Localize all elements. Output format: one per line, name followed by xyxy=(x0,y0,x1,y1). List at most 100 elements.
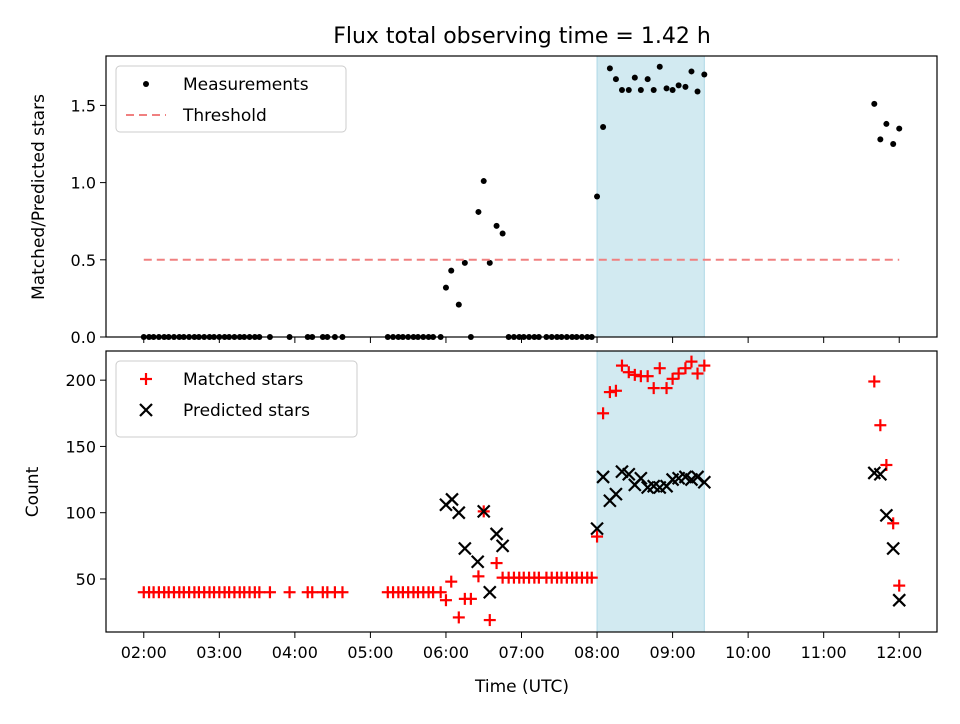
x-tick-label: 02:00 xyxy=(121,643,167,662)
data-point-b xyxy=(678,470,693,484)
data-point xyxy=(483,614,496,627)
series-predicted-stars xyxy=(439,464,907,607)
x-tick-label: 08:00 xyxy=(574,643,620,662)
x-tick-label: 09:00 xyxy=(650,643,696,662)
panel-ratio: 0.0 0.5 1.0 1.5 Measurements Threshold xyxy=(71,55,938,347)
data-point-b xyxy=(590,521,604,536)
data-point-b xyxy=(609,487,623,501)
data-point xyxy=(472,570,485,583)
data-point xyxy=(892,593,907,607)
data-point xyxy=(660,382,673,395)
observing-window-band xyxy=(596,55,705,338)
data-point xyxy=(594,193,601,200)
data-point xyxy=(637,86,644,93)
data-point xyxy=(596,470,610,484)
data-point-b xyxy=(697,475,712,489)
y-tick-label: 200 xyxy=(65,371,96,390)
data-point xyxy=(445,575,458,588)
data-point xyxy=(489,527,504,541)
data-point xyxy=(871,100,878,107)
data-point xyxy=(663,85,670,92)
data-point-b xyxy=(445,492,459,507)
data-point xyxy=(470,554,485,569)
data-point-b xyxy=(458,541,472,556)
series-matched-stars xyxy=(137,355,906,627)
data-point xyxy=(622,366,635,379)
x-tick-label: 11:00 xyxy=(801,643,847,662)
data-point xyxy=(461,259,468,266)
y-tick-label: 50 xyxy=(76,570,96,589)
data-point xyxy=(641,370,654,383)
data-point xyxy=(697,475,712,489)
data-point xyxy=(476,504,491,519)
data-point xyxy=(675,82,682,89)
data-point xyxy=(434,586,447,599)
data-point xyxy=(336,586,349,599)
data-point xyxy=(666,372,679,385)
data-point xyxy=(442,284,449,291)
x-tick-label: 10:00 xyxy=(725,643,771,662)
x-axis-label: Time (UTC) xyxy=(474,677,569,697)
data-point-b xyxy=(621,467,636,482)
data-point-b xyxy=(470,554,485,569)
data-point xyxy=(887,517,900,530)
data-point xyxy=(669,86,676,93)
data-point-b xyxy=(892,593,907,607)
y-tick-label: 0.5 xyxy=(71,251,96,270)
data-point xyxy=(283,586,296,599)
data-point-b xyxy=(879,508,894,523)
data-point xyxy=(877,136,884,143)
data-point-b xyxy=(482,585,497,600)
legend-label: Predicted stars xyxy=(183,401,310,421)
legend-label: Matched stars xyxy=(183,370,303,390)
data-point xyxy=(475,208,482,215)
y-tick-label: 1.0 xyxy=(71,174,96,193)
data-point xyxy=(615,359,628,372)
data-point xyxy=(701,71,708,78)
legend-label: Measurements xyxy=(183,75,309,95)
top-y-axis-label: Matched/Predicted stars xyxy=(29,94,49,300)
axes-frame xyxy=(105,350,938,633)
data-point-b xyxy=(646,479,661,493)
data-point xyxy=(603,386,616,399)
data-point-b xyxy=(886,541,900,556)
data-point xyxy=(647,382,660,395)
legend-swatch xyxy=(143,81,149,87)
data-point xyxy=(653,362,666,375)
data-point xyxy=(644,76,651,83)
data-point-b xyxy=(873,467,888,482)
data-point xyxy=(452,505,466,520)
data-point-b xyxy=(634,471,648,486)
data-point xyxy=(445,492,459,507)
data-point xyxy=(679,362,692,375)
legend: Measurements Threshold xyxy=(115,65,347,133)
data-point xyxy=(672,367,685,380)
x-tick-label: 06:00 xyxy=(423,643,469,662)
data-point xyxy=(486,259,493,266)
data-point xyxy=(597,407,610,420)
axes-frame xyxy=(105,55,938,338)
data-point xyxy=(694,88,701,95)
data-point xyxy=(698,359,711,372)
data-point xyxy=(650,86,657,93)
y-tick-label: 150 xyxy=(65,437,96,456)
data-point xyxy=(685,355,698,368)
data-point xyxy=(499,230,506,237)
panels: 0.0 0.5 1.0 1.5 Measurements Threshold 50 100 15… xyxy=(65,55,938,662)
data-point-b xyxy=(615,464,629,479)
data-point xyxy=(464,592,477,605)
data-point xyxy=(490,557,503,570)
data-point xyxy=(873,467,888,482)
data-point xyxy=(631,74,638,81)
data-point xyxy=(890,141,897,148)
data-point xyxy=(609,384,622,397)
data-point-b xyxy=(452,505,466,520)
data-point xyxy=(656,63,663,70)
y-tick-label: 1.5 xyxy=(71,96,96,115)
data-point xyxy=(628,368,641,381)
data-point xyxy=(480,178,487,185)
data-point xyxy=(609,487,623,501)
data-point xyxy=(621,467,636,482)
x-tick-label: 03:00 xyxy=(196,643,242,662)
